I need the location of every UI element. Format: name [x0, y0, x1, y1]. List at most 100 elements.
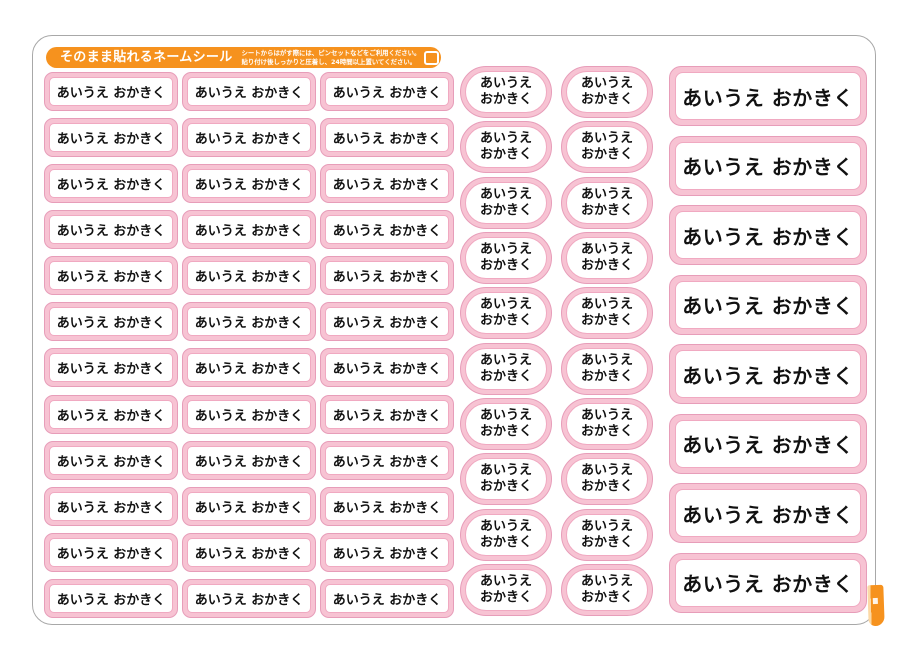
name-sticker-label: あいうえ おかきく — [566, 292, 648, 335]
name-sticker-label: あいうえ おかきく — [465, 347, 547, 390]
name-sticker-label: あいうえ おかきく — [187, 215, 311, 245]
name-sticker-label: あいうえ おかきく — [49, 77, 173, 106]
name-sticker-small: あいうえ おかきく — [320, 256, 454, 296]
name-sticker-label: あいうえ おかきく — [566, 126, 648, 169]
name-sticker-small: あいうえ おかきく — [44, 578, 178, 618]
name-sticker-label: あいうえ おかきく — [49, 491, 173, 521]
name-sticker-oval: あいうえ おかきく — [561, 121, 653, 174]
name-sticker-small: あいうえ おかきく — [320, 532, 454, 572]
name-sticker-label: あいうえ おかきく — [49, 353, 173, 383]
name-sticker-oval: あいうえ おかきく — [561, 563, 653, 616]
white-square-icon — [424, 50, 440, 65]
name-sticker-small: あいうえ おかきく — [320, 118, 454, 158]
peel-instructions: シートからはがす際には、ピンセットなどをご利用ください。 貼り付け後しっかりと圧… — [242, 49, 421, 66]
name-sticker-large: あいうえ おかきく — [669, 344, 867, 405]
name-sticker-label: あいうえ おかきく — [325, 399, 449, 429]
name-sticker-label: あいうえ おかきく — [465, 126, 547, 169]
name-sticker-label: あいうえ おかきく — [325, 215, 449, 245]
oval-label-line1: あいうえ — [479, 573, 532, 589]
name-sticker-small: あいうえ おかきく — [44, 118, 178, 158]
name-sticker-label: あいうえ おかきく — [325, 537, 449, 567]
name-sticker-oval: あいうえ おかきく — [460, 66, 552, 118]
name-sticker-label: あいうえ おかきく — [325, 77, 449, 106]
sheet-title: そのまま貼れるネームシール — [60, 50, 233, 65]
name-sticker-oval: あいうえ おかきく — [561, 397, 653, 450]
name-sticker-label: あいうえ おかきく — [675, 72, 861, 120]
peel-tab-mark — [872, 597, 878, 605]
oval-label-line2: おかきく — [580, 479, 633, 495]
name-sticker-label: あいうえ おかきく — [465, 181, 547, 224]
oval-label-line2: おかきく — [479, 479, 532, 495]
name-sticker-large: あいうえ おかきく — [669, 552, 867, 613]
small-sticker-column-1: あいうえ おかきく あいうえ おかきく あいうえ おかきく あいうえ おかきく … — [44, 72, 178, 618]
name-sticker-label: あいうえ おかきく — [566, 568, 648, 611]
oval-label-line2: おかきく — [580, 92, 633, 107]
sheet-header: そのまま貼れるネームシール シートからはがす際には、ピンセットなどをご利用くださ… — [46, 47, 441, 68]
oval-label-line2: おかきく — [580, 202, 633, 218]
oval-label-line2: おかきく — [479, 257, 532, 273]
name-sticker-label: あいうえ おかきく — [187, 537, 311, 567]
name-sticker-label: あいうえ おかきく — [566, 181, 648, 224]
name-sticker-small: あいうえ おかきく — [182, 302, 316, 342]
name-sticker-oval: あいうえ おかきく — [561, 287, 653, 340]
name-sticker-oval: あいうえ おかきく — [460, 287, 552, 340]
name-sticker-large: あいうえ おかきく — [669, 274, 867, 335]
name-sticker-label: あいうえ おかきく — [675, 419, 861, 468]
name-sticker-oval: あいうえ おかきく — [561, 508, 653, 561]
name-sticker-oval: あいうえ おかきく — [561, 66, 653, 118]
name-sticker-label: あいうえ おかきく — [187, 399, 311, 429]
name-sticker-small: あいうえ おかきく — [320, 486, 454, 526]
name-sticker-small: あいうえ おかきく — [44, 210, 178, 250]
name-sticker-label: あいうえ おかきく — [49, 169, 173, 199]
name-sticker-label: あいうえ おかきく — [325, 169, 449, 199]
oval-label-line2: おかきく — [479, 147, 532, 163]
large-sticker-column: あいうえ おかきく あいうえ おかきく あいうえ おかきく あいうえ おかきく … — [669, 66, 867, 613]
oval-label-line2: おかきく — [580, 534, 633, 550]
oval-label-line1: あいうえ — [479, 407, 532, 423]
name-sticker-oval: あいうえ おかきく — [460, 397, 552, 450]
name-sticker-small: あいうえ おかきく — [182, 118, 316, 158]
oval-label-line1: あいうえ — [580, 76, 633, 91]
name-sticker-label: あいうえ おかきく — [465, 402, 547, 445]
name-sticker-label: あいうえ おかきく — [187, 307, 311, 337]
name-sticker-label: あいうえ おかきく — [187, 169, 311, 199]
oval-label-line1: あいうえ — [479, 131, 532, 147]
small-sticker-column-2: あいうえ おかきく あいうえ おかきく あいうえ おかきく あいうえ おかきく … — [182, 72, 316, 618]
name-sticker-label: あいうえ おかきく — [49, 537, 173, 567]
name-sticker-small: あいうえ おかきく — [44, 348, 178, 388]
name-sticker-label: あいうえ おかきく — [566, 402, 648, 445]
name-sticker-label: あいうえ おかきく — [566, 458, 648, 501]
oval-label-line2: おかきく — [479, 589, 532, 605]
peel-instructions-line1: シートからはがす際には、ピンセットなどをご利用ください。 — [241, 48, 421, 57]
name-sticker-label: あいうえ おかきく — [49, 261, 173, 291]
name-sticker-large: あいうえ おかきく — [669, 483, 867, 544]
name-sticker-label: あいうえ おかきく — [187, 77, 311, 106]
name-sticker-small: あいうえ おかきく — [182, 486, 316, 526]
name-sticker-large: あいうえ おかきく — [669, 135, 867, 196]
name-sticker-label: あいうえ おかきく — [49, 583, 173, 613]
oval-label-line1: あいうえ — [479, 76, 532, 91]
name-sticker-label: あいうえ おかきく — [187, 491, 311, 521]
name-sticker-label: あいうえ おかきく — [187, 261, 311, 291]
name-sticker-oval: あいうえ おかきく — [561, 176, 653, 229]
name-sticker-oval: あいうえ おかきく — [460, 121, 552, 174]
name-sticker-label: あいうえ おかきく — [187, 445, 311, 475]
name-sticker-label: あいうえ おかきく — [566, 513, 648, 556]
oval-label-line2: おかきく — [580, 257, 633, 273]
name-sticker-small: あいうえ おかきく — [44, 164, 178, 204]
oval-label-line2: おかきく — [580, 589, 633, 605]
name-sticker-small: あいうえ おかきく — [182, 578, 316, 618]
name-sticker-label: あいうえ おかきく — [566, 236, 648, 279]
name-sticker-small: あいうえ おかきく — [320, 302, 454, 342]
name-sticker-label: あいうえ おかきく — [675, 558, 861, 607]
name-sticker-small: あいうえ おかきく — [182, 256, 316, 296]
oval-label-line1: あいうえ — [479, 518, 532, 534]
oval-label-line1: あいうえ — [580, 131, 633, 147]
name-sticker-label: あいうえ おかきく — [465, 458, 547, 501]
peel-tab — [867, 584, 885, 627]
name-sticker-label: あいうえ おかきく — [566, 347, 648, 390]
name-sticker-oval: あいうえ おかきく — [460, 176, 552, 229]
small-sticker-column-3: あいうえ おかきく あいうえ おかきく あいうえ おかきく あいうえ おかきく … — [320, 72, 454, 618]
name-sticker-small: あいうえ おかきく — [44, 72, 178, 111]
name-sticker-small: あいうえ おかきく — [44, 486, 178, 526]
